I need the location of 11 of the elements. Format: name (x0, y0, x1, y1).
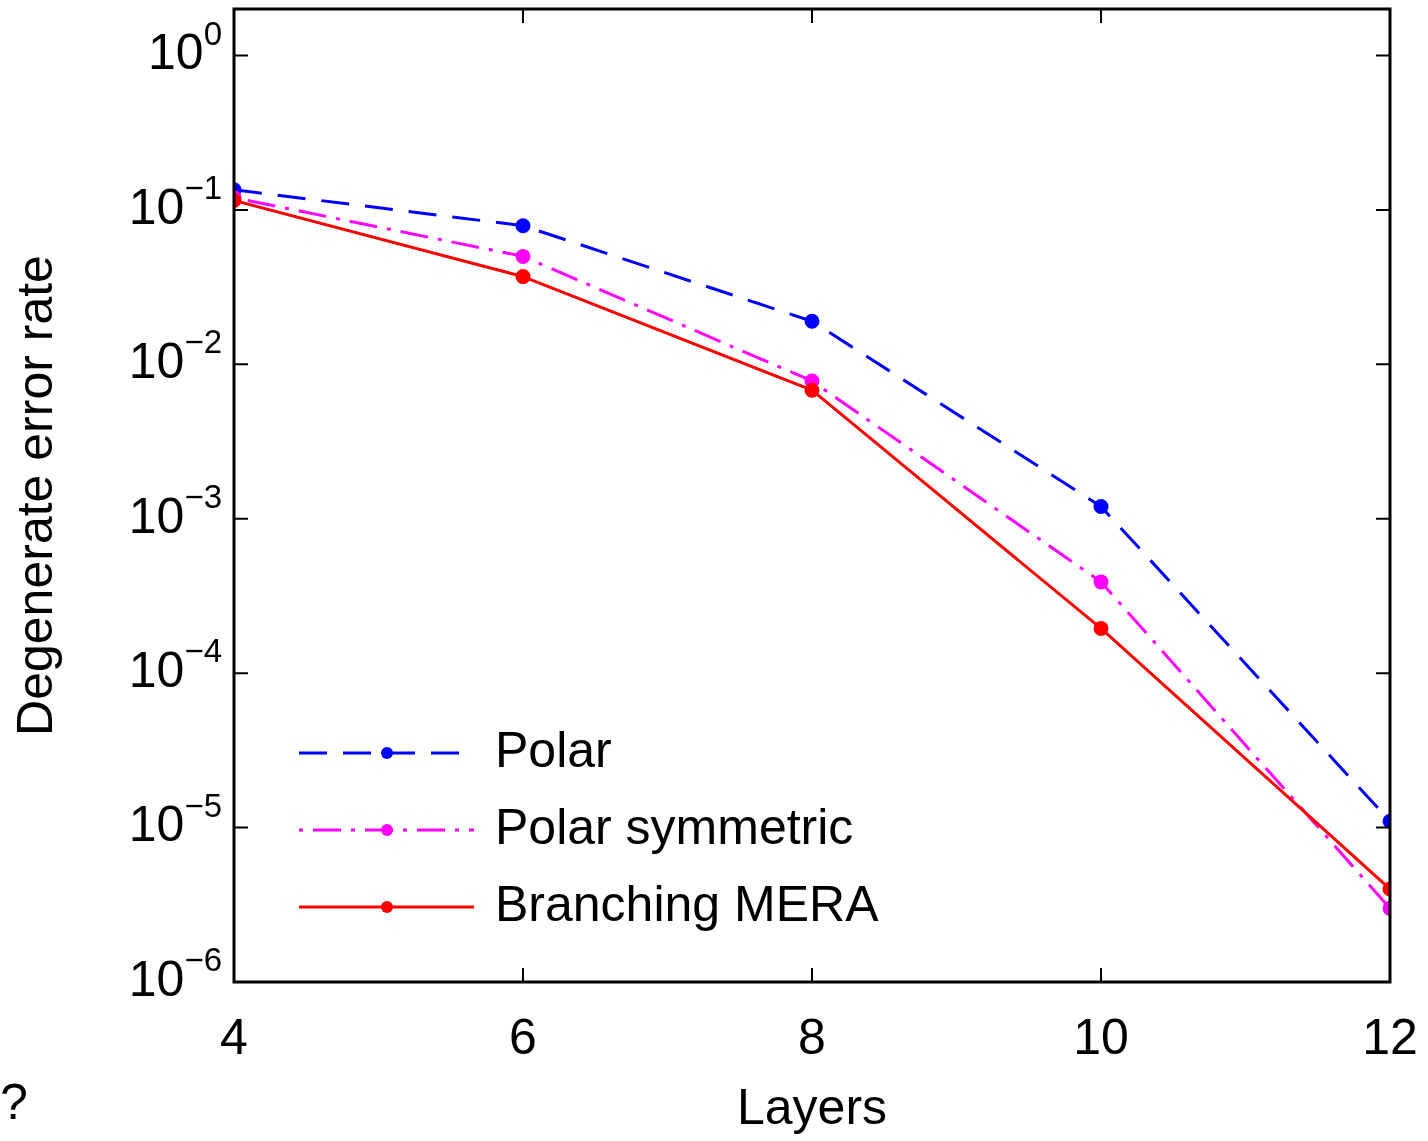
x-tick-label: 4 (220, 1008, 248, 1065)
x-tick-label: 8 (798, 1008, 826, 1065)
x-axis-title: Layers (736, 1078, 888, 1135)
legend-label: Polar (495, 721, 612, 778)
x-tick-label: 12 (1362, 1008, 1418, 1065)
text: ? (0, 1073, 28, 1130)
y-axis-title: Degenerate error rate (6, 255, 63, 736)
legend-label: Branching MERA (495, 875, 880, 932)
x-tick-label: 10 (1073, 1008, 1129, 1065)
x-tick-label: 6 (509, 1008, 537, 1065)
legend-label: Polar symmetric (495, 798, 854, 855)
